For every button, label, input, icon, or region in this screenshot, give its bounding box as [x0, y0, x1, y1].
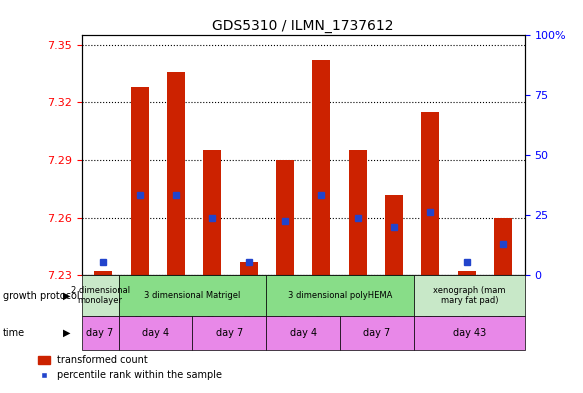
Bar	[458, 271, 476, 275]
Text: 3 dimensional polyHEMA: 3 dimensional polyHEMA	[288, 291, 392, 300]
Bar	[385, 195, 403, 275]
Text: day 7: day 7	[363, 328, 391, 338]
Text: xenograph (mam
mary fat pad): xenograph (mam mary fat pad)	[433, 286, 505, 305]
Text: growth protocol: growth protocol	[3, 291, 79, 301]
Text: ▶: ▶	[64, 291, 71, 301]
Bar	[203, 151, 222, 275]
Text: day 7: day 7	[86, 328, 114, 338]
Text: 2 dimensional
monolayer: 2 dimensional monolayer	[71, 286, 129, 305]
Text: day 4: day 4	[142, 328, 169, 338]
Bar	[494, 218, 512, 275]
Bar	[421, 112, 440, 275]
Text: time: time	[3, 328, 25, 338]
Title: GDS5310 / ILMN_1737612: GDS5310 / ILMN_1737612	[212, 19, 394, 33]
Bar	[349, 151, 367, 275]
Bar	[276, 160, 294, 275]
Bar	[312, 60, 331, 275]
Text: 3 dimensional Matrigel: 3 dimensional Matrigel	[144, 291, 241, 300]
Text: day 43: day 43	[452, 328, 486, 338]
Legend: transformed count, percentile rank within the sample: transformed count, percentile rank withi…	[34, 352, 226, 384]
Bar	[167, 72, 185, 275]
Bar	[94, 271, 113, 275]
Text: ▶: ▶	[64, 328, 71, 338]
Text: day 7: day 7	[216, 328, 243, 338]
Text: day 4: day 4	[290, 328, 317, 338]
Bar	[240, 262, 258, 275]
Bar	[131, 87, 149, 275]
